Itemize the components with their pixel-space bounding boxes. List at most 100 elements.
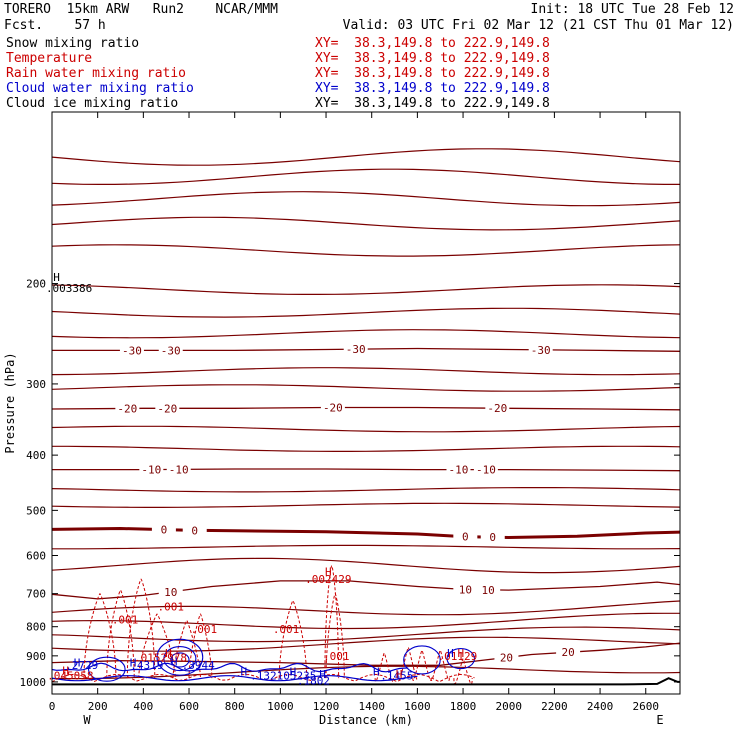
isentrope-line (51, 191, 681, 207)
cloud-water-cell (446, 648, 476, 670)
y-tick-label: 600 (26, 549, 46, 562)
x-tick-label: 2400 (587, 700, 614, 713)
cloud-water-value-label: .1802 (297, 674, 330, 687)
x-tick-label: 1800 (450, 700, 477, 713)
model-title: TORERO 15km ARW Run2 NCAR/MMM (4, 2, 278, 17)
h-max-label: H (62, 664, 69, 677)
isentrope-line (51, 284, 681, 295)
forecast-hour: Fcst. 57 h (4, 18, 106, 33)
rain-contour (430, 649, 450, 681)
isotherm-label: -20 (487, 402, 507, 415)
h-max-label: H (325, 565, 332, 578)
rain-contour (106, 589, 135, 679)
isotherm-label-bg (480, 531, 505, 544)
west-end-label: W (83, 713, 91, 727)
field-label-cloud-ice: Cloud ice mixing ratio (6, 96, 179, 111)
x-tick-label: 1400 (358, 700, 385, 713)
isotherm-label: 0 (462, 531, 469, 544)
cloud-water-cell (403, 645, 441, 675)
isotherm-label-bg (453, 530, 478, 543)
field-label-rain: Rain water mixing ratio (6, 66, 187, 81)
field-xy-snow: XY= 38.3,149.8 to 222.9,149.8 (315, 36, 550, 51)
east-end-label: E (656, 713, 663, 727)
terrain-path (52, 677, 680, 686)
rain-value-label: .01129 (437, 650, 477, 663)
h-max-label: H (53, 271, 60, 284)
rain-value-label: .001 (112, 614, 139, 627)
x-tick-label: 2600 (632, 700, 659, 713)
rain-contour (412, 649, 432, 681)
cloud-water-value-label: .4319 (130, 659, 163, 672)
temperature-isotherms (51, 148, 681, 680)
isotherm-label: -20 (323, 402, 343, 415)
isotherm-label: -30 (531, 344, 551, 357)
rain-value-label: .045058 (47, 669, 93, 682)
cloud-water-contour (51, 675, 418, 682)
isotherm-line (51, 580, 681, 600)
y-axis-label: Pressure (hPa) (3, 352, 17, 453)
isotherm-label: -20 (117, 402, 137, 415)
x-tick-label: 2000 (495, 700, 522, 713)
h-max-label: H (457, 647, 464, 660)
x-tick-label: 0 (49, 700, 56, 713)
isotherm-label: -30 (161, 344, 181, 357)
h-max-label: H (447, 647, 454, 660)
snow-value-label: .003386 (46, 282, 92, 295)
isentrope-line (51, 502, 681, 508)
cloud-water-cell (87, 656, 126, 682)
rain-contour (453, 658, 473, 685)
isotherm-label-bg (158, 585, 183, 598)
isotherm-label: -10 (449, 464, 469, 477)
isotherm-label-bg (115, 402, 140, 415)
field-label-snow: Snow mixing ratio (6, 36, 140, 51)
isentrope-line (51, 487, 681, 493)
cloud-water-cell (170, 652, 190, 668)
h-max-label: H (396, 668, 403, 681)
isotherm-label-bg (476, 583, 501, 596)
x-tick-label: 600 (179, 700, 199, 713)
rain-contour (398, 646, 418, 681)
field-xy-temperature: XY= 38.3,149.8 to 222.9,149.8 (315, 51, 550, 66)
rain-value-label: .0152978 (134, 651, 187, 664)
h-max-label: H (373, 666, 380, 679)
isotherm-label: -10 (476, 464, 496, 477)
cloud-water-value-label: .3944 (182, 659, 215, 672)
x-tick-label: 800 (225, 700, 245, 713)
isentrope-line (51, 384, 681, 392)
isotherm-label-bg (494, 651, 519, 664)
y-tick-label: 300 (26, 378, 46, 391)
isotherm-label: 10 (482, 584, 495, 597)
isotherm-label: 0 (161, 524, 168, 537)
isotherm-label-bg (528, 343, 553, 356)
isentrope-line (51, 665, 681, 680)
isotherm-label-bg (320, 401, 345, 414)
x-tick-label: 2200 (541, 700, 568, 713)
isotherm-label: 0 (191, 524, 198, 537)
isotherm-label: 10 (459, 583, 472, 596)
field-xy-cloud-water: XY= 38.3,149.8 to 222.9,149.8 (315, 81, 550, 96)
y-tick-label: 400 (26, 449, 46, 462)
isentrope-line (51, 216, 681, 231)
rain-contour (188, 613, 213, 679)
isotherm-label: 0 (489, 531, 496, 544)
x-tick-label: 1600 (404, 700, 431, 713)
isotherm-label-bg (453, 583, 478, 596)
isotherm-label-bg (139, 463, 164, 476)
isentrope-line (52, 544, 681, 550)
isotherm-label: -30 (346, 343, 366, 356)
isotherm-label: 10 (164, 586, 177, 599)
isotherm-label: -10 (141, 463, 161, 476)
h-max-label: H (74, 657, 81, 670)
isotherm-label-bg (182, 524, 207, 537)
field-xy-cloud-ice: XY= 38.3,149.8 to 222.9,149.8 (315, 96, 550, 111)
isentrope-line (51, 168, 680, 185)
isentrope-line (51, 600, 681, 616)
isentrope-line (51, 626, 681, 643)
y-tick-label: 200 (26, 278, 46, 291)
isotherm-label: -10 (169, 463, 189, 476)
rain-value-label: .001 (157, 601, 184, 614)
field-label-cloud-water: Cloud water mixing ratio (6, 81, 194, 96)
isentrope-line (52, 445, 681, 452)
isotherm-label-bg (485, 402, 510, 415)
rain-contour (278, 600, 308, 679)
